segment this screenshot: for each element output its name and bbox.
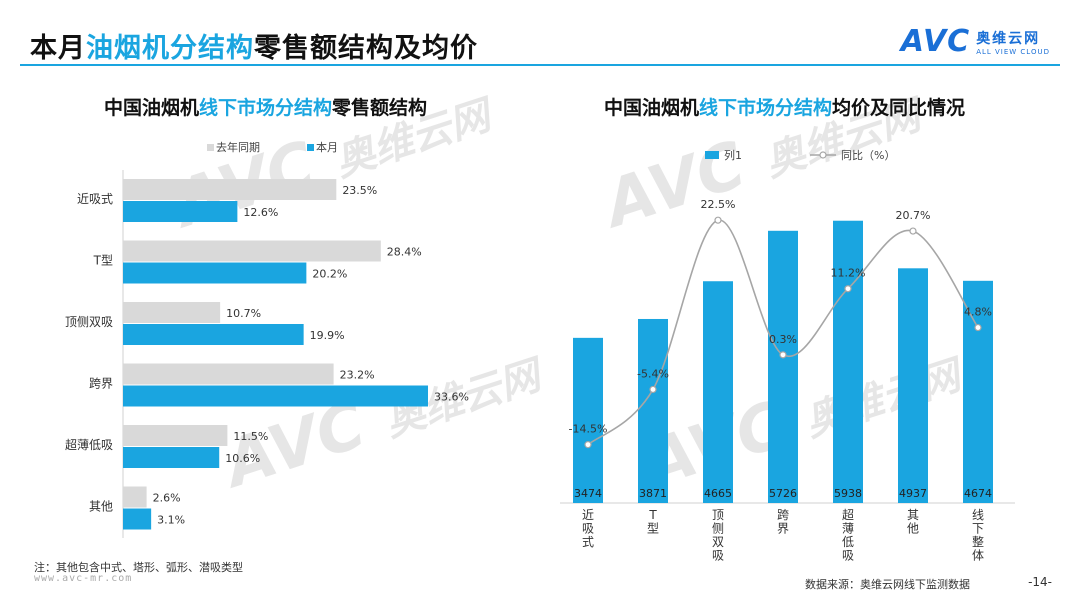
yoy-label: 20.7% xyxy=(896,209,931,222)
legend-label-last-year: 去年同期 xyxy=(216,140,260,154)
bar-avg-price xyxy=(703,281,733,503)
category-label: 超薄低吸 xyxy=(65,437,113,452)
yoy-point xyxy=(584,441,592,449)
category-label: 顶侧双吸 xyxy=(712,508,724,563)
legend-label-bar: 列1 xyxy=(724,148,742,162)
footnote: 注：其他包含中式、塔形、弧形、潜吸类型 xyxy=(34,561,243,574)
right-chart-title: 中国油烟机线下市场分结构均价及同比情况 xyxy=(604,93,965,120)
category-label: 近吸式 xyxy=(77,192,113,206)
data-label: 12.6% xyxy=(243,206,278,219)
bar-this-month xyxy=(123,201,238,222)
bar-last-year xyxy=(123,302,221,323)
category-label: 线下整体 xyxy=(972,508,984,563)
bar-avg-price xyxy=(833,220,863,503)
bar-last-year xyxy=(123,179,337,200)
data-label: 33.6% xyxy=(434,391,469,404)
bar-value-label: 3871 xyxy=(639,487,667,500)
header-divider xyxy=(20,64,1060,66)
bar-avg-price xyxy=(768,230,798,503)
legend-label-line: 同比（%） xyxy=(841,149,895,162)
logo-mark: AVC xyxy=(900,24,971,59)
yoy-label: 11.2% xyxy=(831,267,866,280)
data-label: 19.9% xyxy=(310,329,345,342)
bar-this-month xyxy=(123,324,304,345)
data-label: 23.5% xyxy=(342,184,377,197)
bar-this-month xyxy=(123,447,220,468)
legend-marker xyxy=(819,151,827,159)
bar-avg-price xyxy=(573,337,603,503)
category-label: 其他 xyxy=(907,508,919,536)
category-label: T型 xyxy=(93,254,113,268)
title-suffix: 零售额结构及均价 xyxy=(254,33,478,64)
bar-avg-price xyxy=(638,318,668,503)
yoy-label: 22.5% xyxy=(701,198,736,211)
logo-en: ALL VIEW CLOUD xyxy=(976,47,1050,56)
yoy-label: 4.8% xyxy=(964,306,992,319)
bar-value-label: 4937 xyxy=(899,487,927,500)
category-label: 近吸式 xyxy=(582,508,594,549)
logo-cn: 奥维云网 xyxy=(976,30,1041,47)
yoy-point xyxy=(974,323,982,332)
yoy-label: -5.4% xyxy=(637,367,669,380)
data-label: 2.6% xyxy=(153,492,181,505)
avc-logo: AVC 奥维云网 ALL VIEW CLOUD xyxy=(901,24,1050,59)
yoy-point xyxy=(909,227,917,235)
bar-value-label: 4665 xyxy=(704,487,732,500)
left-title-prefix: 中国油烟机 xyxy=(104,97,200,119)
left-title-suffix: 零售额结构 xyxy=(332,97,428,119)
category-label: 其他 xyxy=(89,500,113,514)
left-title-highlight: 线下市场分结构 xyxy=(199,97,333,119)
category-label: 超薄低吸 xyxy=(842,507,854,563)
bar-value-label: 3474 xyxy=(574,487,602,500)
yoy-label: 0.3% xyxy=(769,333,797,346)
bar-avg-price xyxy=(898,268,928,503)
data-label: 10.7% xyxy=(226,307,261,320)
page-number: -14- xyxy=(1028,575,1052,589)
bar-value-label: 4674 xyxy=(964,487,992,500)
data-label: 10.6% xyxy=(225,452,260,465)
bar-value-label: 5938 xyxy=(834,487,862,500)
legend-swatch-last-year xyxy=(207,144,214,151)
legend-label-this-month: 本月 xyxy=(316,140,338,154)
right-title-suffix: 均价及同比情况 xyxy=(832,97,966,119)
yoy-label: -14.5% xyxy=(569,423,608,436)
legend-swatch-bar xyxy=(705,151,719,159)
legend-swatch-this-month xyxy=(307,144,314,151)
bar-last-year xyxy=(123,486,147,508)
right-title-prefix: 中国油烟机 xyxy=(604,97,700,119)
title-highlight: 油烟机分结构 xyxy=(86,33,254,64)
page-title: 本月油烟机分结构零售额结构及均价 xyxy=(30,26,478,65)
bar-last-year xyxy=(123,425,228,446)
yoy-point xyxy=(844,285,852,293)
data-label: 11.5% xyxy=(233,430,268,443)
left-chart-title: 中国油烟机线下市场分结构零售额结构 xyxy=(104,93,427,120)
bar-avg-price xyxy=(963,280,993,503)
bar-last-year xyxy=(123,240,381,262)
yoy-point xyxy=(714,216,722,224)
category-label: 跨界 xyxy=(89,377,113,391)
logo-brand: 奥维云网 ALL VIEW CLOUD xyxy=(976,28,1050,56)
category-label: 跨界 xyxy=(777,508,789,536)
site-url: www.avc-mr.com xyxy=(34,573,133,584)
yoy-point xyxy=(649,385,657,394)
bar-last-year xyxy=(123,363,334,385)
data-label: 20.2% xyxy=(312,268,347,281)
category-label: 顶侧双吸 xyxy=(65,315,113,329)
bar-this-month xyxy=(123,508,152,530)
title-prefix: 本月 xyxy=(30,33,86,64)
data-label: 28.4% xyxy=(387,246,422,259)
data-label: 23.2% xyxy=(340,369,375,382)
right-title-highlight: 线下市场分结构 xyxy=(699,97,833,119)
bar-this-month xyxy=(123,262,307,284)
data-source: 数据来源：奥维云网线下监测数据 xyxy=(805,578,970,591)
avg-price-chart: 列1 同比（%） 3474 近吸式 3871 T 型 4665 顶侧双吸 5726 跨界 5938 超薄… xyxy=(560,148,1015,563)
bar-value-label: 5726 xyxy=(769,487,797,500)
data-label: 3.1% xyxy=(157,514,185,527)
yoy-point xyxy=(779,351,787,359)
bar-this-month xyxy=(123,385,428,407)
